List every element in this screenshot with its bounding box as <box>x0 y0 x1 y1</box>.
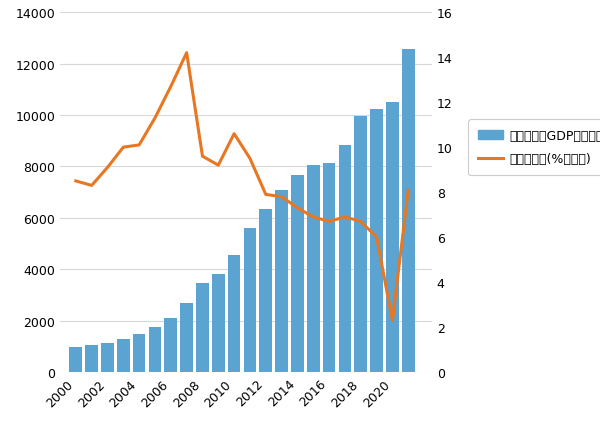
Bar <box>291 175 304 372</box>
Bar <box>228 255 241 372</box>
Bar <box>149 327 161 372</box>
Bar <box>323 164 335 372</box>
Bar <box>386 103 399 372</box>
Bar <box>85 345 98 372</box>
Bar <box>355 117 367 372</box>
Bar <box>133 334 145 372</box>
Bar <box>275 191 288 372</box>
Bar <box>101 343 114 372</box>
Bar <box>164 318 177 372</box>
Bar <box>70 348 82 372</box>
Bar <box>259 210 272 372</box>
Bar <box>196 283 209 372</box>
Bar <box>181 303 193 372</box>
Bar <box>244 228 256 372</box>
Bar <box>402 50 415 372</box>
Bar <box>117 339 130 372</box>
Bar <box>338 146 351 372</box>
Bar <box>212 274 224 372</box>
Legend: 一人当たりGDP（ドル、現在値）, 経済成長率(%、右軸): 一人当たりGDP（ドル、現在値）, 経済成長率(%、右軸) <box>468 120 600 176</box>
Bar <box>307 165 320 372</box>
Bar <box>370 110 383 372</box>
